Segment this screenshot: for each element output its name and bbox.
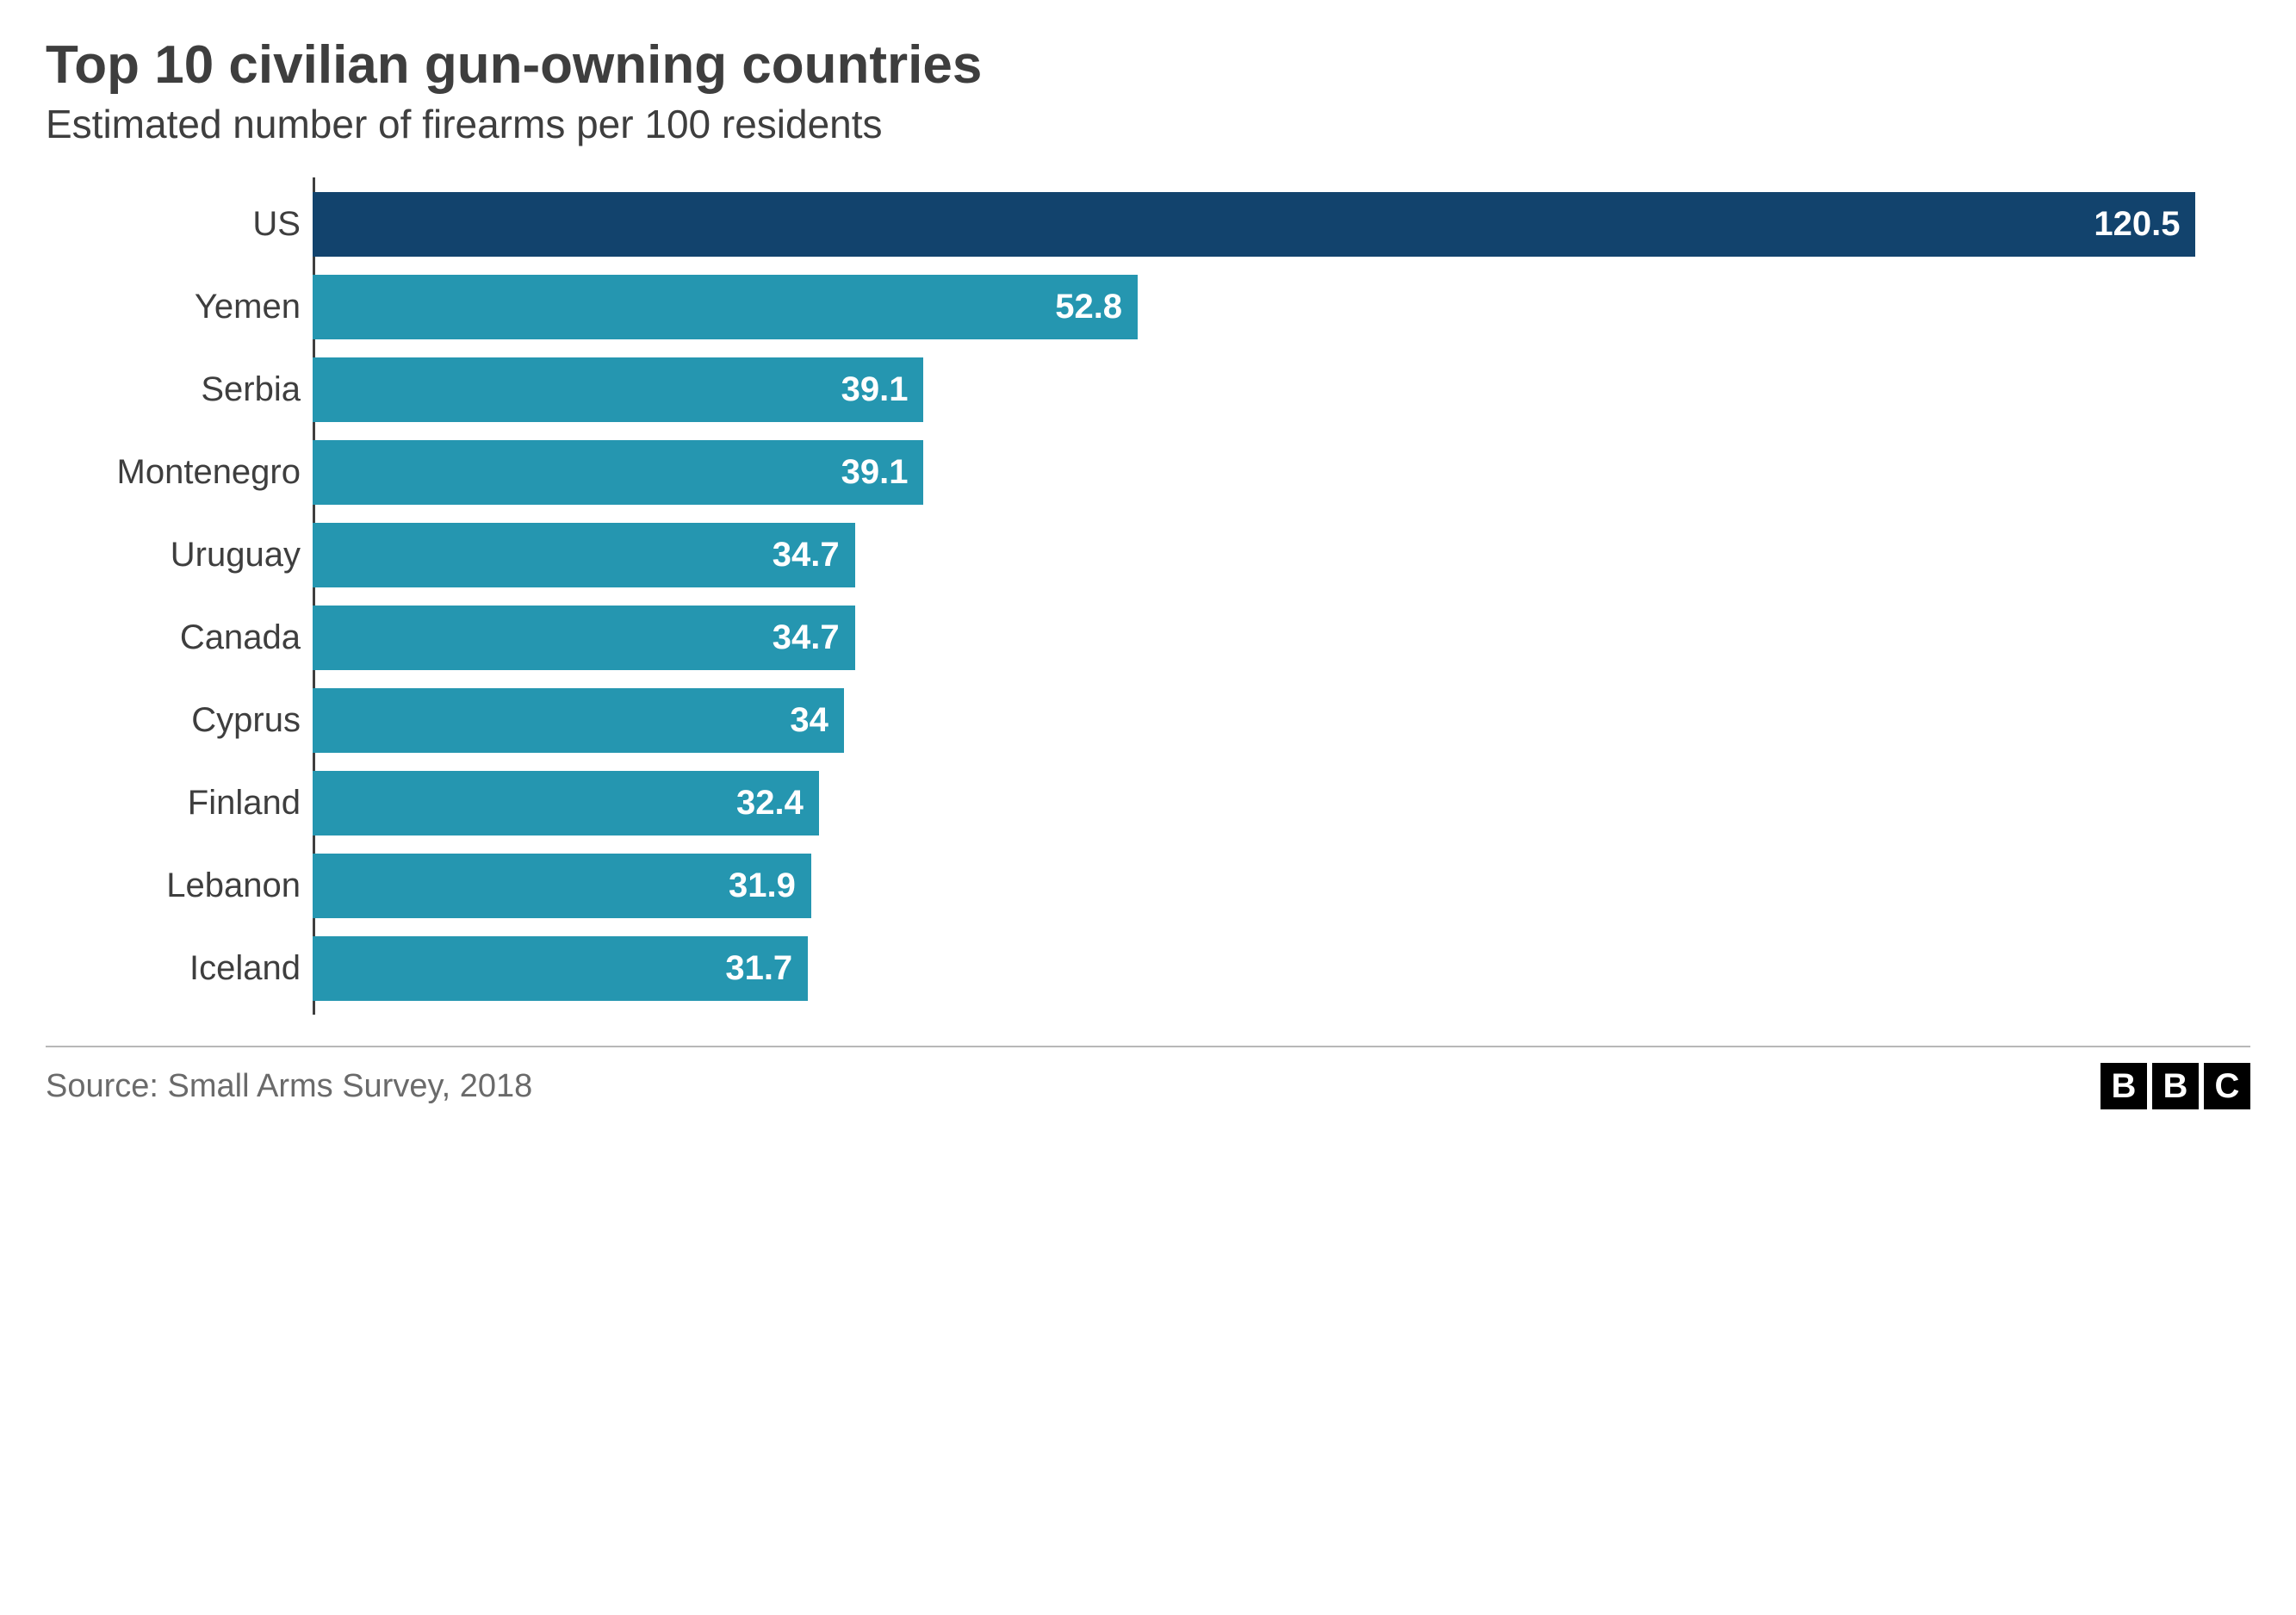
y-label: Montenegro	[46, 431, 313, 513]
bar: 31.9	[313, 854, 811, 918]
bar: 39.1	[313, 357, 923, 422]
y-label: Iceland	[46, 927, 313, 1009]
bar-row: 31.7	[313, 927, 2250, 1009]
bar-value-label: 31.9	[729, 867, 796, 905]
y-label: Uruguay	[46, 513, 313, 596]
source-text: Source: Small Arms Survey, 2018	[46, 1068, 532, 1105]
bars-column: 120.5 52.8 39.1 39.1 34.7 34.7 34 32.4 31.9 31.7	[313, 183, 2250, 1009]
chart-subtitle: Estimated number of firearms per 100 res…	[46, 101, 2250, 148]
bar-row: 52.8	[313, 265, 2250, 348]
y-label: Serbia	[46, 348, 313, 431]
chart-footer: Source: Small Arms Survey, 2018 BBC	[46, 1063, 2250, 1109]
bar-row: 34.7	[313, 596, 2250, 679]
bar-value-label: 39.1	[841, 370, 909, 409]
bar-value-label: 31.7	[725, 949, 792, 988]
bar-value-label: 39.1	[841, 453, 909, 492]
logo-letter: B	[2101, 1063, 2147, 1109]
bar: 120.5	[313, 192, 2195, 257]
chart-title: Top 10 civilian gun-owning countries	[46, 34, 2250, 96]
bar-row: 39.1	[313, 348, 2250, 431]
y-label: Finland	[46, 761, 313, 844]
y-label: Lebanon	[46, 844, 313, 927]
bar-value-label: 34.7	[773, 536, 840, 575]
bar: 34.7	[313, 523, 855, 587]
y-label: Yemen	[46, 265, 313, 348]
bar-value-label: 34	[790, 701, 828, 740]
bar-row: 120.5	[313, 183, 2250, 265]
bar: 31.7	[313, 936, 808, 1001]
y-label: Canada	[46, 596, 313, 679]
bar-value-label: 120.5	[2094, 205, 2180, 244]
chart-container: Top 10 civilian gun-owning countries Est…	[46, 34, 2250, 1109]
plot-area: USYemenSerbiaMontenegroUruguayCanadaCypr…	[46, 183, 2250, 1009]
y-label: US	[46, 183, 313, 265]
bar: 52.8	[313, 275, 1138, 339]
bar: 32.4	[313, 771, 819, 835]
bar-value-label: 52.8	[1055, 288, 1122, 326]
bar: 39.1	[313, 440, 923, 505]
bar-row: 32.4	[313, 761, 2250, 844]
logo-letter: B	[2152, 1063, 2199, 1109]
bbc-logo: BBC	[2101, 1063, 2250, 1109]
bar-value-label: 34.7	[773, 618, 840, 657]
bar-row: 34	[313, 679, 2250, 761]
bar-value-label: 32.4	[736, 784, 804, 823]
bar: 34	[313, 688, 844, 753]
bar: 34.7	[313, 606, 855, 670]
y-label: Cyprus	[46, 679, 313, 761]
bar-row: 31.9	[313, 844, 2250, 927]
footer-divider	[46, 1046, 2250, 1047]
y-axis-labels: USYemenSerbiaMontenegroUruguayCanadaCypr…	[46, 183, 313, 1009]
bar-row: 39.1	[313, 431, 2250, 513]
logo-letter: C	[2204, 1063, 2250, 1109]
bar-row: 34.7	[313, 513, 2250, 596]
